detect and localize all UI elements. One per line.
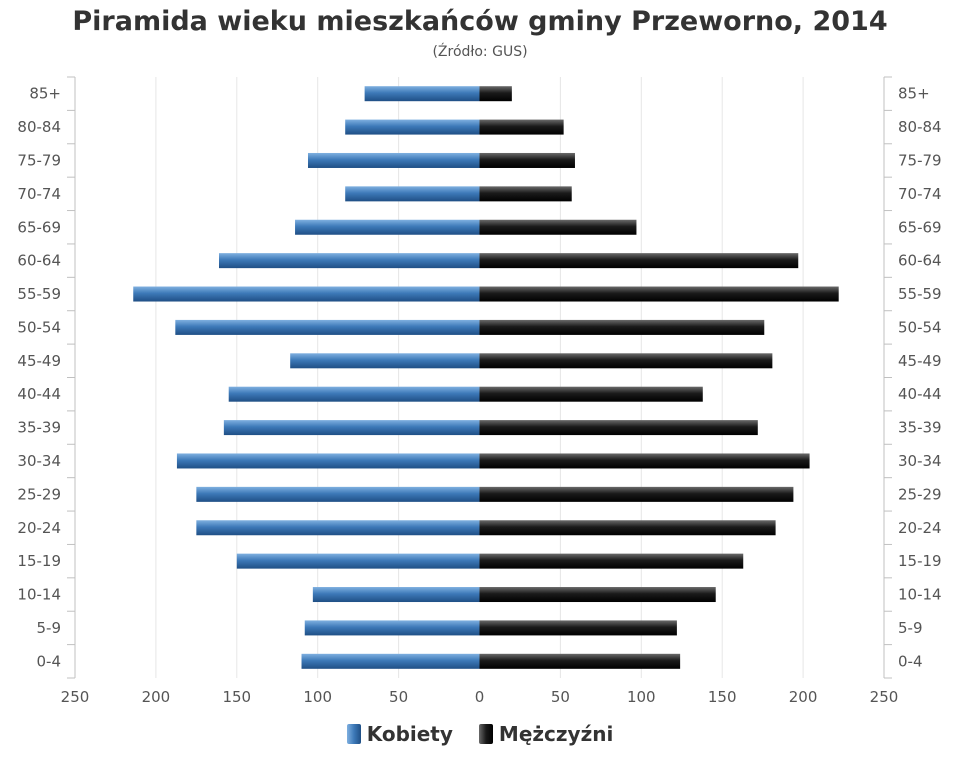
bar-kobiety (312, 587, 480, 603)
bar-mezczyzni (479, 420, 758, 436)
bar-kobiety (290, 353, 480, 369)
bar-mezczyzni (479, 453, 810, 469)
category-label-left: 10-14 (17, 586, 61, 604)
bar-kobiety (304, 620, 480, 636)
legend-item[interactable]: Kobiety (346, 722, 453, 746)
category-label-left: 25-29 (17, 485, 61, 503)
category-label-right: 5-9 (898, 619, 923, 637)
bar-mezczyzni (479, 219, 637, 235)
bar-mezczyzni (479, 119, 564, 135)
category-label-right: 60-64 (898, 252, 942, 270)
x-tick-label: 250 (870, 688, 899, 706)
category-label-right: 50-54 (898, 318, 942, 336)
x-tick-label: 150 (708, 688, 737, 706)
legend-item[interactable]: Mężczyźni (478, 722, 614, 746)
bar-mezczyzni (479, 286, 839, 302)
bar-mezczyzni (479, 353, 773, 369)
x-tick-label: 100 (627, 688, 656, 706)
category-label-left: 70-74 (17, 185, 61, 203)
bar-mezczyzni (479, 319, 765, 335)
category-label-left: 30-34 (17, 452, 61, 470)
category-label-left: 35-39 (17, 419, 61, 437)
chart-subtitle: (Źródło: GUS) (432, 44, 528, 60)
legend-swatch (478, 724, 493, 744)
bar-mezczyzni (479, 186, 572, 202)
x-tick-label: 50 (551, 688, 570, 706)
category-label-right: 65-69 (898, 218, 942, 236)
bar-kobiety (345, 186, 480, 202)
bar-mezczyzni (479, 152, 575, 168)
category-label-left: 55-59 (17, 285, 61, 303)
bar-kobiety (175, 319, 480, 335)
category-label-left: 60-64 (17, 252, 61, 270)
category-label-left: 5-9 (37, 619, 62, 637)
bar-kobiety (345, 119, 480, 135)
x-tick-label: 200 (142, 688, 171, 706)
bar-mezczyzni (479, 587, 716, 603)
x-tick-label: 200 (789, 688, 818, 706)
category-label-left: 15-19 (17, 552, 61, 570)
x-tick-label: 100 (303, 688, 332, 706)
category-label-right: 85+ (898, 85, 930, 103)
category-label-right: 15-19 (898, 552, 942, 570)
bar-kobiety (219, 253, 480, 269)
category-label-left: 45-49 (17, 352, 61, 370)
category-label-left: 0-4 (37, 652, 62, 670)
bar-mezczyzni (479, 520, 776, 536)
bar-kobiety (307, 152, 480, 168)
bar-kobiety (196, 486, 480, 502)
bar-mezczyzni (479, 386, 703, 402)
category-label-right: 75-79 (898, 151, 942, 169)
bar-kobiety (176, 453, 480, 469)
category-label-right: 45-49 (898, 352, 942, 370)
bar-kobiety (295, 219, 480, 235)
legend-label: Mężczyźni (498, 722, 614, 746)
bar-kobiety (236, 553, 480, 569)
category-label-left: 85+ (29, 85, 61, 103)
category-label-left: 80-84 (17, 118, 61, 136)
category-label-left: 20-24 (17, 519, 61, 537)
bar-mezczyzni (479, 620, 677, 636)
bar-kobiety (364, 86, 480, 102)
bar-kobiety (133, 286, 480, 302)
category-label-right: 10-14 (898, 586, 942, 604)
category-label-left: 40-44 (17, 385, 61, 403)
category-label-right: 55-59 (898, 285, 942, 303)
bar-mezczyzni (479, 86, 512, 102)
bar-kobiety (301, 653, 480, 669)
category-label-left: 50-54 (17, 318, 61, 336)
category-label-right: 30-34 (898, 452, 942, 470)
category-label-right: 70-74 (898, 185, 942, 203)
category-label-left: 75-79 (17, 151, 61, 169)
category-label-right: 80-84 (898, 118, 942, 136)
bar-kobiety (228, 386, 480, 402)
legend: Kobiety Mężczyźni (0, 722, 960, 746)
bar-mezczyzni (479, 653, 681, 669)
chart-title: Piramida wieku mieszkańców gminy Przewor… (72, 6, 888, 37)
bar-kobiety (196, 520, 480, 536)
category-label-right: 35-39 (898, 419, 942, 437)
category-label-left: 65-69 (17, 218, 61, 236)
legend-swatch (346, 724, 361, 744)
x-tick-label: 50 (389, 688, 408, 706)
category-label-right: 25-29 (898, 485, 942, 503)
x-tick-label: 150 (222, 688, 251, 706)
category-label-right: 40-44 (898, 385, 942, 403)
bar-mezczyzni (479, 253, 799, 269)
bar-kobiety (223, 420, 480, 436)
category-label-right: 0-4 (898, 652, 923, 670)
x-tick-label: 250 (61, 688, 90, 706)
bar-mezczyzni (479, 486, 794, 502)
x-tick-label: 0 (475, 688, 485, 706)
category-label-right: 20-24 (898, 519, 942, 537)
legend-label: Kobiety (366, 722, 453, 746)
bar-mezczyzni (479, 553, 744, 569)
